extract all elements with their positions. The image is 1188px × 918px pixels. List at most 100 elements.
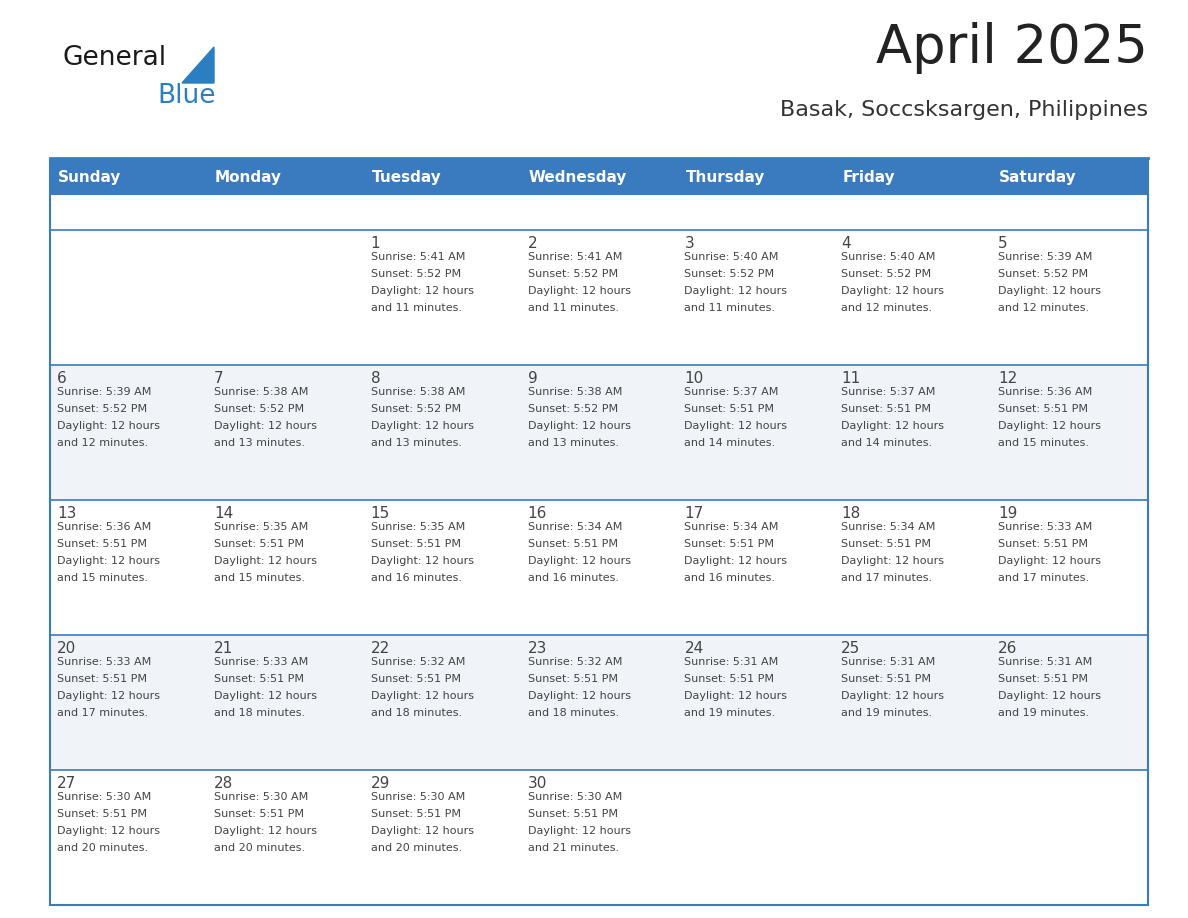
Text: Sunrise: 5:38 AM: Sunrise: 5:38 AM <box>527 387 623 397</box>
Text: Daylight: 12 hours: Daylight: 12 hours <box>684 691 788 701</box>
Text: Sunset: 5:51 PM: Sunset: 5:51 PM <box>371 674 461 684</box>
Bar <box>50 160 1148 905</box>
Text: 18: 18 <box>841 506 860 521</box>
Text: Sunrise: 5:33 AM: Sunrise: 5:33 AM <box>998 522 1093 532</box>
Text: Sunset: 5:52 PM: Sunset: 5:52 PM <box>371 269 461 279</box>
Text: and 14 minutes.: and 14 minutes. <box>684 438 776 448</box>
Text: and 16 minutes.: and 16 minutes. <box>371 573 462 583</box>
Text: 17: 17 <box>684 506 703 521</box>
Text: Sunset: 5:51 PM: Sunset: 5:51 PM <box>214 674 304 684</box>
Text: Sunset: 5:52 PM: Sunset: 5:52 PM <box>998 269 1088 279</box>
Text: 1: 1 <box>371 236 380 251</box>
Text: Friday: Friday <box>842 170 895 185</box>
Text: Sunset: 5:51 PM: Sunset: 5:51 PM <box>57 539 147 549</box>
Text: Sunrise: 5:34 AM: Sunrise: 5:34 AM <box>527 522 623 532</box>
Text: 15: 15 <box>371 506 390 521</box>
Text: Daylight: 12 hours: Daylight: 12 hours <box>998 556 1101 566</box>
Text: 9: 9 <box>527 371 537 386</box>
Text: Daylight: 12 hours: Daylight: 12 hours <box>371 286 474 296</box>
Text: and 16 minutes.: and 16 minutes. <box>684 573 776 583</box>
Text: and 12 minutes.: and 12 minutes. <box>998 303 1089 313</box>
Text: Sunset: 5:52 PM: Sunset: 5:52 PM <box>214 404 304 414</box>
Text: Daylight: 12 hours: Daylight: 12 hours <box>527 556 631 566</box>
Text: 3: 3 <box>684 236 694 251</box>
Text: Sunrise: 5:38 AM: Sunrise: 5:38 AM <box>214 387 308 397</box>
Text: Sunset: 5:51 PM: Sunset: 5:51 PM <box>841 539 931 549</box>
Text: Daylight: 12 hours: Daylight: 12 hours <box>214 691 317 701</box>
Text: Sunset: 5:51 PM: Sunset: 5:51 PM <box>998 404 1088 414</box>
Text: and 18 minutes.: and 18 minutes. <box>527 708 619 718</box>
Text: Sunrise: 5:32 AM: Sunrise: 5:32 AM <box>527 657 623 667</box>
Text: Daylight: 12 hours: Daylight: 12 hours <box>527 286 631 296</box>
Text: Sunset: 5:51 PM: Sunset: 5:51 PM <box>998 539 1088 549</box>
Text: Sunset: 5:51 PM: Sunset: 5:51 PM <box>841 404 931 414</box>
Text: 25: 25 <box>841 641 860 656</box>
Text: and 21 minutes.: and 21 minutes. <box>527 843 619 853</box>
Text: Basak, Soccsksargen, Philippines: Basak, Soccsksargen, Philippines <box>779 100 1148 120</box>
Text: 28: 28 <box>214 776 233 791</box>
Text: and 11 minutes.: and 11 minutes. <box>684 303 776 313</box>
Text: 5: 5 <box>998 236 1007 251</box>
Text: Sunset: 5:51 PM: Sunset: 5:51 PM <box>684 539 775 549</box>
Text: 20: 20 <box>57 641 76 656</box>
Text: Daylight: 12 hours: Daylight: 12 hours <box>684 421 788 431</box>
Text: 14: 14 <box>214 506 233 521</box>
Text: Daylight: 12 hours: Daylight: 12 hours <box>214 556 317 566</box>
Text: and 13 minutes.: and 13 minutes. <box>527 438 619 448</box>
Bar <box>50 365 1148 500</box>
Text: 11: 11 <box>841 371 860 386</box>
Text: Sunrise: 5:40 AM: Sunrise: 5:40 AM <box>841 252 936 262</box>
Text: Daylight: 12 hours: Daylight: 12 hours <box>998 286 1101 296</box>
Text: Sunset: 5:51 PM: Sunset: 5:51 PM <box>57 809 147 819</box>
Text: Sunset: 5:51 PM: Sunset: 5:51 PM <box>684 674 775 684</box>
Text: Sunset: 5:52 PM: Sunset: 5:52 PM <box>57 404 147 414</box>
Text: Daylight: 12 hours: Daylight: 12 hours <box>57 826 160 836</box>
Text: and 13 minutes.: and 13 minutes. <box>214 438 305 448</box>
Text: Sunrise: 5:40 AM: Sunrise: 5:40 AM <box>684 252 779 262</box>
Text: 22: 22 <box>371 641 390 656</box>
Text: Daylight: 12 hours: Daylight: 12 hours <box>214 421 317 431</box>
Text: and 11 minutes.: and 11 minutes. <box>527 303 619 313</box>
Text: 10: 10 <box>684 371 703 386</box>
Text: Sunset: 5:52 PM: Sunset: 5:52 PM <box>684 269 775 279</box>
Text: Sunset: 5:51 PM: Sunset: 5:51 PM <box>214 809 304 819</box>
Text: and 16 minutes.: and 16 minutes. <box>527 573 619 583</box>
Text: and 19 minutes.: and 19 minutes. <box>841 708 933 718</box>
Text: Sunset: 5:51 PM: Sunset: 5:51 PM <box>57 674 147 684</box>
Text: Sunrise: 5:41 AM: Sunrise: 5:41 AM <box>371 252 465 262</box>
Polygon shape <box>182 47 214 83</box>
Text: Daylight: 12 hours: Daylight: 12 hours <box>684 286 788 296</box>
Text: and 20 minutes.: and 20 minutes. <box>371 843 462 853</box>
Text: Sunrise: 5:33 AM: Sunrise: 5:33 AM <box>214 657 308 667</box>
Text: Daylight: 12 hours: Daylight: 12 hours <box>841 421 944 431</box>
Text: 7: 7 <box>214 371 223 386</box>
Text: 2: 2 <box>527 236 537 251</box>
Text: Tuesday: Tuesday <box>372 170 442 185</box>
Text: and 15 minutes.: and 15 minutes. <box>214 573 305 583</box>
Text: Sunrise: 5:38 AM: Sunrise: 5:38 AM <box>371 387 465 397</box>
Text: Sunrise: 5:41 AM: Sunrise: 5:41 AM <box>527 252 623 262</box>
Text: Sunset: 5:52 PM: Sunset: 5:52 PM <box>527 404 618 414</box>
Text: Daylight: 12 hours: Daylight: 12 hours <box>841 286 944 296</box>
Text: Sunrise: 5:35 AM: Sunrise: 5:35 AM <box>371 522 465 532</box>
Text: 6: 6 <box>57 371 67 386</box>
Text: Sunday: Sunday <box>58 170 121 185</box>
Text: Sunrise: 5:33 AM: Sunrise: 5:33 AM <box>57 657 151 667</box>
Text: Sunrise: 5:30 AM: Sunrise: 5:30 AM <box>527 792 621 802</box>
Text: Sunset: 5:52 PM: Sunset: 5:52 PM <box>841 269 931 279</box>
Text: Sunrise: 5:31 AM: Sunrise: 5:31 AM <box>684 657 778 667</box>
Text: Sunrise: 5:30 AM: Sunrise: 5:30 AM <box>214 792 308 802</box>
Text: Sunset: 5:52 PM: Sunset: 5:52 PM <box>527 269 618 279</box>
Text: Sunset: 5:51 PM: Sunset: 5:51 PM <box>527 809 618 819</box>
Text: Sunrise: 5:31 AM: Sunrise: 5:31 AM <box>998 657 1093 667</box>
Text: and 13 minutes.: and 13 minutes. <box>371 438 462 448</box>
Text: and 17 minutes.: and 17 minutes. <box>998 573 1089 583</box>
Text: Thursday: Thursday <box>685 170 765 185</box>
Bar <box>50 635 1148 770</box>
Text: 26: 26 <box>998 641 1017 656</box>
Text: and 19 minutes.: and 19 minutes. <box>998 708 1089 718</box>
Text: 4: 4 <box>841 236 851 251</box>
Text: and 18 minutes.: and 18 minutes. <box>214 708 305 718</box>
Text: and 12 minutes.: and 12 minutes. <box>841 303 933 313</box>
Text: and 15 minutes.: and 15 minutes. <box>57 573 148 583</box>
